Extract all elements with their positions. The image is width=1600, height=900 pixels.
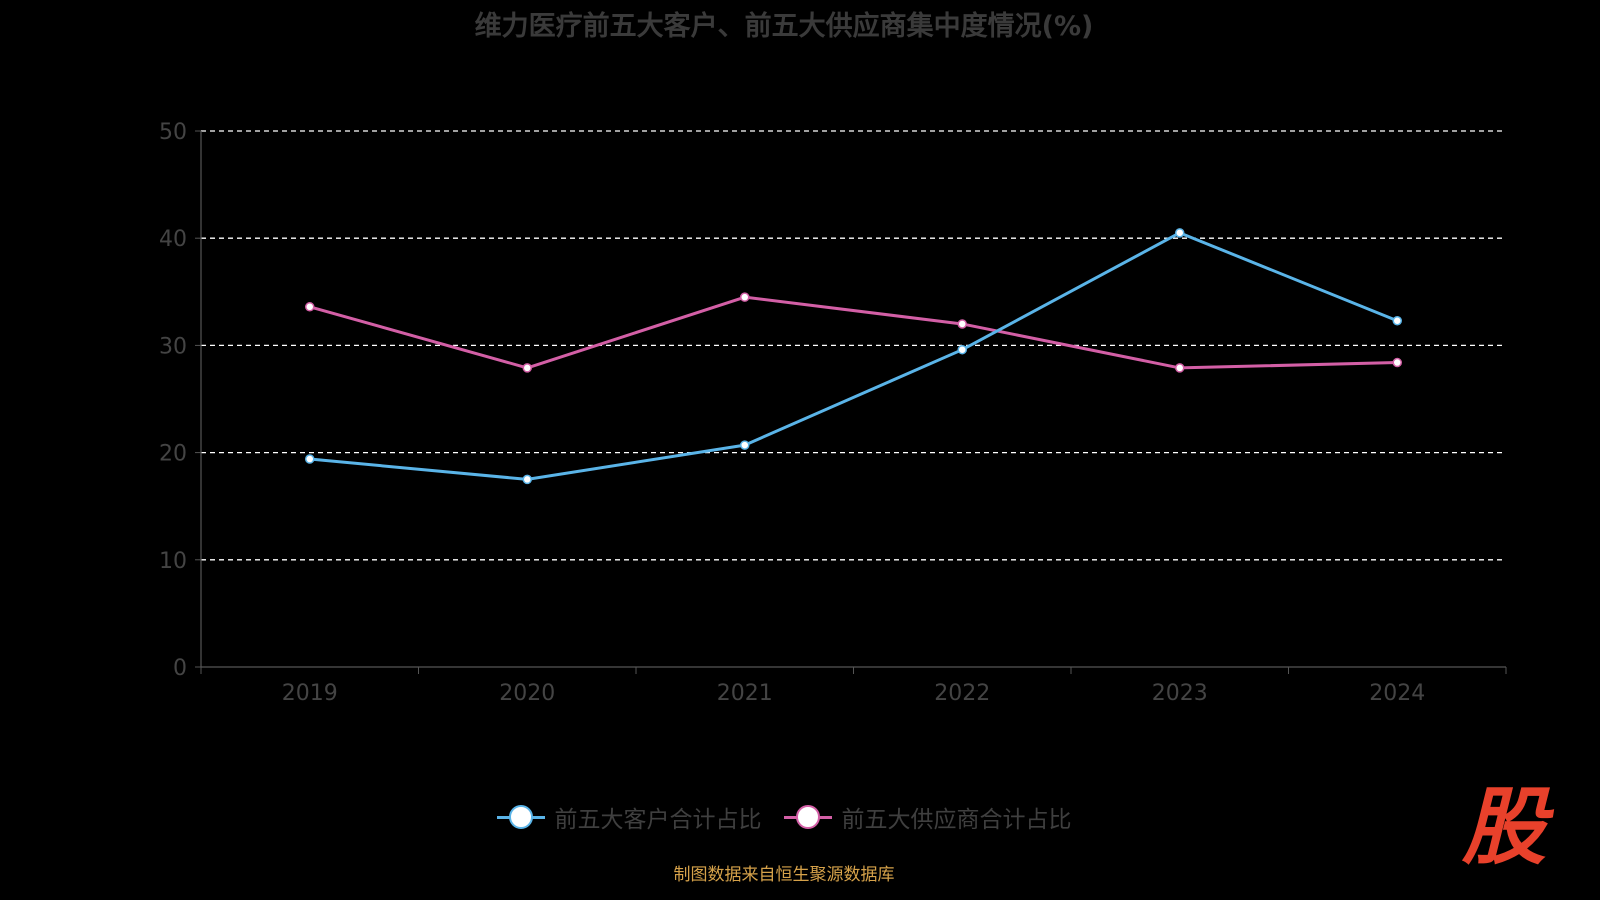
data-point-s1-2019 [305, 302, 315, 312]
legend-marker-suppliers [783, 805, 832, 829]
legend-marker-customers [496, 805, 545, 829]
data-point-s1-2021 [740, 292, 750, 302]
data-point-s1-2024 [1392, 357, 1402, 368]
y-tick-label-0: 0 [173, 656, 187, 681]
data-point-s1-2023 [1175, 363, 1185, 373]
legend: 前五大客户合计占比 前五大供应商合计占比 [0, 800, 1568, 834]
data-point-s0-2022 [957, 344, 967, 355]
y-tick-label-30: 30 [159, 334, 187, 359]
x-tick-label-2021: 2021 [717, 681, 773, 706]
data-point-s0-2019 [305, 454, 315, 464]
data-point-s0-2021 [740, 440, 750, 450]
brand-logo: 股 [1461, 778, 1546, 876]
legend-label-suppliers: 前五大供应商合计占比 [841, 807, 1072, 833]
data-point-s0-2020 [522, 474, 532, 485]
x-tick-label-2019: 2019 [282, 681, 338, 706]
x-tick-label-2022: 2022 [934, 681, 990, 706]
data-point-s1-2022 [957, 319, 967, 329]
series-line-0 [309, 231, 1398, 481]
legend-label-customers: 前五大客户合计占比 [554, 807, 762, 833]
line-chart: 0 10 20 30 40 50 2019 2020 2021 2022 2023 2024 [159, 120, 1507, 706]
axes: 0 10 20 30 40 50 2019 2020 2021 2022 2023 2024 [159, 120, 1507, 706]
data-source-note: 制图数据来自恒生聚源数据库 [673, 865, 895, 885]
data-point-s0-2023 [1175, 228, 1185, 238]
y-tick-label-20: 20 [159, 442, 187, 467]
x-tick-label-2023: 2023 [1152, 681, 1208, 706]
legend-item-customers[interactable]: 前五大客户合计占比 [496, 800, 762, 834]
y-tick-label-10: 10 [159, 549, 187, 574]
y-tick-label-50: 50 [159, 120, 187, 145]
legend-item-suppliers[interactable]: 前五大供应商合计占比 [783, 800, 1072, 834]
x-tick-label-2024: 2024 [1369, 681, 1425, 706]
series [305, 228, 1402, 485]
chart-title: 维力医疗前五大客户、前五大供应商集中度情况(%) [474, 11, 1094, 42]
grid-lines [201, 130, 1506, 561]
data-point-s0-2024 [1392, 315, 1402, 326]
data-point-s1-2020 [522, 363, 532, 373]
series-line-1 [309, 295, 1398, 370]
y-tick-label-40: 40 [159, 227, 187, 252]
x-tick-label-2020: 2020 [499, 681, 555, 706]
